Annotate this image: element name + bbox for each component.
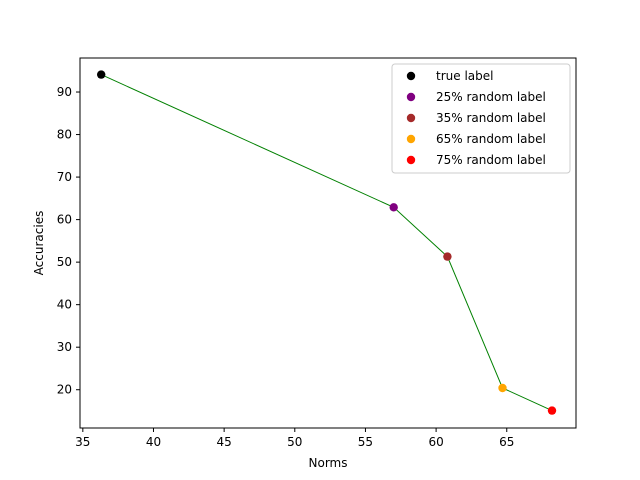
x-tick-label: 60	[428, 435, 443, 449]
y-tick-label: 90	[57, 85, 72, 99]
y-axis-label: Accuracies	[32, 211, 46, 276]
x-tick-label: 40	[146, 435, 161, 449]
legend-marker	[406, 92, 416, 102]
x-tick-label: 65	[499, 435, 514, 449]
legend-marker	[406, 71, 416, 81]
legend-label: 75% random label	[436, 153, 546, 167]
y-tick-label: 60	[57, 213, 72, 227]
plot-area	[97, 70, 557, 415]
y-tick-label: 20	[57, 383, 72, 397]
y-tick-label: 70	[57, 170, 72, 184]
legend: true label 25% random label 35% random lab…	[391, 63, 571, 174]
data-point-2	[389, 203, 398, 212]
y-tick-label: 40	[57, 298, 72, 312]
x-tick-label: 55	[358, 435, 373, 449]
legend-box	[391, 63, 571, 174]
y-tick-label: 30	[57, 340, 72, 354]
y-tick-label: 80	[57, 128, 72, 142]
legend-label: 25% random label	[436, 90, 546, 104]
data-point-3	[443, 252, 452, 261]
legend-label: 65% random label	[436, 132, 546, 146]
axes-frame	[79, 57, 577, 429]
y-tick-label: 50	[57, 255, 72, 269]
legend-label: true label	[436, 69, 493, 83]
legend-marker	[406, 134, 416, 144]
data-point-1	[97, 70, 106, 79]
x-tick-label: 50	[287, 435, 302, 449]
x-tick-label: 45	[216, 435, 231, 449]
x-axis-label: Norms	[309, 456, 348, 470]
legend-marker	[406, 155, 416, 165]
data-point-5	[547, 406, 557, 415]
legend-label: 35% random label	[436, 111, 546, 125]
legend-marker	[406, 113, 416, 123]
x-tick-label: 35	[75, 435, 90, 449]
axis-ticks: 35 40 45 50 55 60 65 20 30 40 50 60 70 80 90	[57, 85, 515, 449]
data-point-4	[498, 383, 507, 393]
